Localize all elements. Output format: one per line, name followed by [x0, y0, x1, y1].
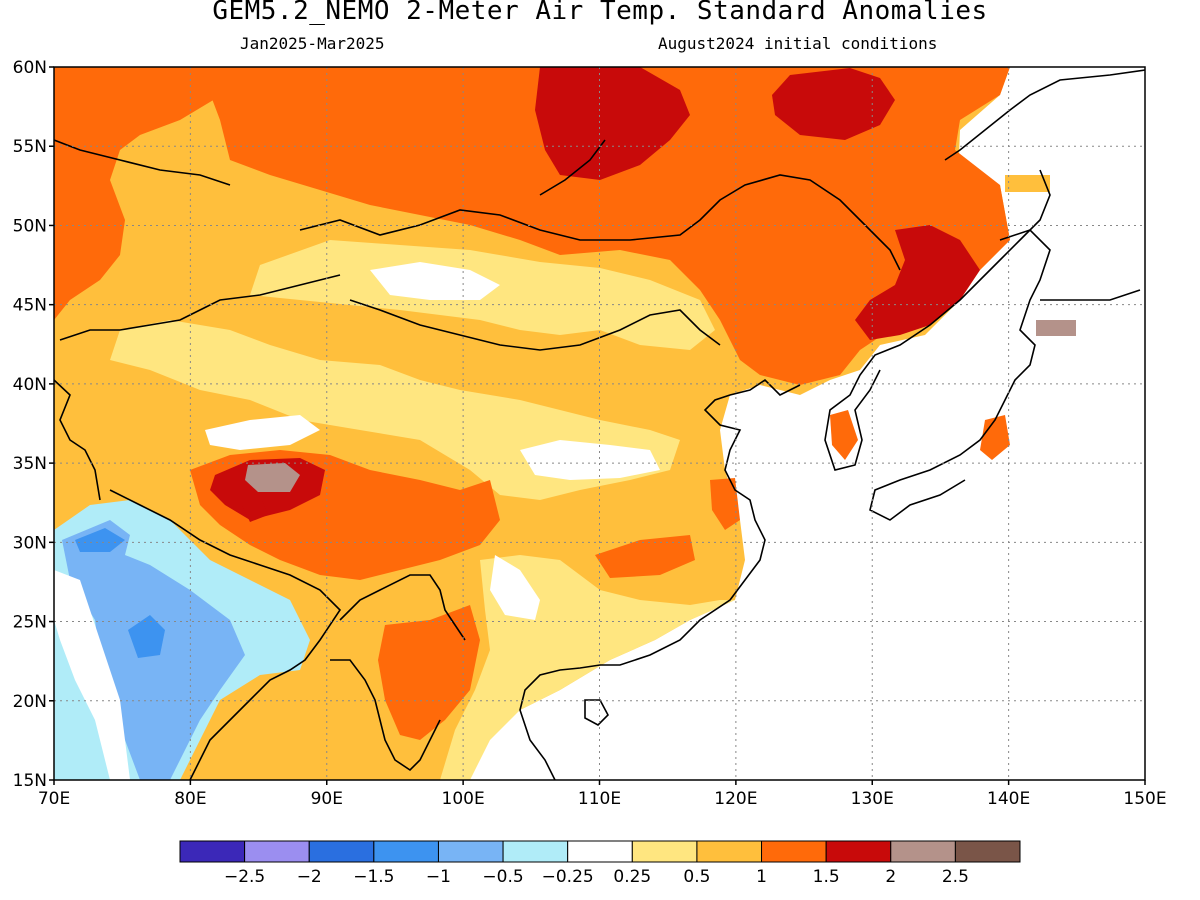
region-hokkaido-peak — [1036, 320, 1076, 336]
lat-label: 25N — [13, 613, 47, 633]
region-india-white — [54, 570, 130, 780]
colorbar-swatch — [954, 840, 1021, 863]
colorbar-swatch — [308, 840, 375, 863]
colorbar-tick-label: 1.5 — [813, 867, 840, 887]
colorbar-swatch — [825, 840, 892, 863]
colorbar-swatch — [437, 840, 504, 863]
colorbar-swatch — [890, 840, 956, 863]
region-india-core — [128, 615, 165, 658]
initial-conditions: August2024 initial conditions — [658, 34, 938, 53]
lat-label: 20N — [13, 692, 47, 712]
region-yakutia — [772, 68, 895, 140]
lat-label: 40N — [13, 375, 47, 395]
lon-label: 140E — [987, 789, 1030, 809]
lat-label: 15N — [13, 771, 47, 791]
lat-label: 30N — [13, 533, 47, 553]
colorbar-swatch — [761, 840, 827, 863]
colorbar-swatch — [373, 840, 439, 863]
colorbar-tick-label: −0.5 — [482, 867, 523, 887]
colorbar-swatch — [567, 840, 633, 863]
region-baikal — [535, 67, 690, 180]
colorbar-tick-label: 1 — [756, 867, 767, 887]
colorbar-tick-label: 2.5 — [942, 867, 969, 887]
region-manchuria — [855, 225, 980, 340]
colorbar-tick-label: 2 — [885, 867, 896, 887]
lon-label: 130E — [851, 789, 894, 809]
gridlines — [54, 67, 1145, 780]
coastlines — [54, 69, 1145, 780]
colorbar-tick-label: 0.25 — [613, 867, 651, 887]
colorbar-labels: −2.5 −2 −1.5 −1 −0.5 −0.25 0.25 0.5 1 1.5 2 2.5 — [224, 867, 969, 887]
colorbar-tick-label: −1.5 — [353, 867, 394, 887]
region-central-white — [520, 440, 660, 480]
colorbar-tick-label: −0.25 — [542, 867, 594, 887]
colorbar-tick-label: −2.5 — [224, 867, 265, 887]
region-sea-white — [490, 555, 540, 620]
chart-title: GEM5.2_NEMO 2-Meter Air Temp. Standard A… — [212, 0, 988, 26]
anomaly-field — [54, 67, 1145, 780]
region-siberia-west — [54, 67, 240, 320]
region-sakhalin-warm — [1005, 175, 1050, 192]
forecast-period: Jan2025-Mar2025 — [240, 34, 385, 53]
lon-label: 90E — [311, 789, 343, 809]
colorbar-swatch — [502, 840, 569, 863]
colorbar-tick-label: −1 — [426, 867, 451, 887]
colorbar-swatch — [631, 840, 698, 863]
region-south-china-orange — [595, 535, 695, 578]
lat-label: 50N — [13, 216, 47, 236]
lon-axis: 70E 80E 90E 100E 110E 120E 130E 140E 150E — [38, 780, 1167, 809]
lat-label: 45N — [13, 296, 47, 316]
lon-label: 70E — [38, 789, 70, 809]
colorbar-tick-label: 0.5 — [683, 867, 710, 887]
lon-label: 120E — [714, 789, 757, 809]
colorbar-swatch — [244, 840, 310, 863]
lon-label: 110E — [578, 789, 621, 809]
lat-axis: 60N 55N 50N 45N 40N 35N 30N 25N 20N 15N — [13, 58, 54, 791]
lon-label: 100E — [442, 789, 485, 809]
region-tarim-white — [205, 415, 320, 450]
lat-label: 55N — [13, 137, 47, 157]
region-korea-orange — [830, 410, 858, 460]
colorbar-swatch — [179, 840, 246, 863]
region-myanmar — [378, 605, 480, 740]
colorbar-tick-label: −2 — [297, 867, 322, 887]
colorbar-swatch — [696, 840, 763, 863]
region-tibet-spot — [242, 500, 268, 522]
lon-label: 80E — [174, 789, 206, 809]
region-mongolia-white — [370, 262, 500, 300]
lon-label: 150E — [1123, 789, 1166, 809]
region-india-core-north — [75, 528, 125, 552]
region-east-coast-orange — [710, 478, 740, 530]
lat-label: 35N — [13, 454, 47, 474]
region-japan-orange — [980, 415, 1010, 460]
region-tibet-peak — [245, 463, 300, 492]
lat-label: 60N — [13, 58, 47, 78]
colorbar — [179, 840, 1021, 863]
